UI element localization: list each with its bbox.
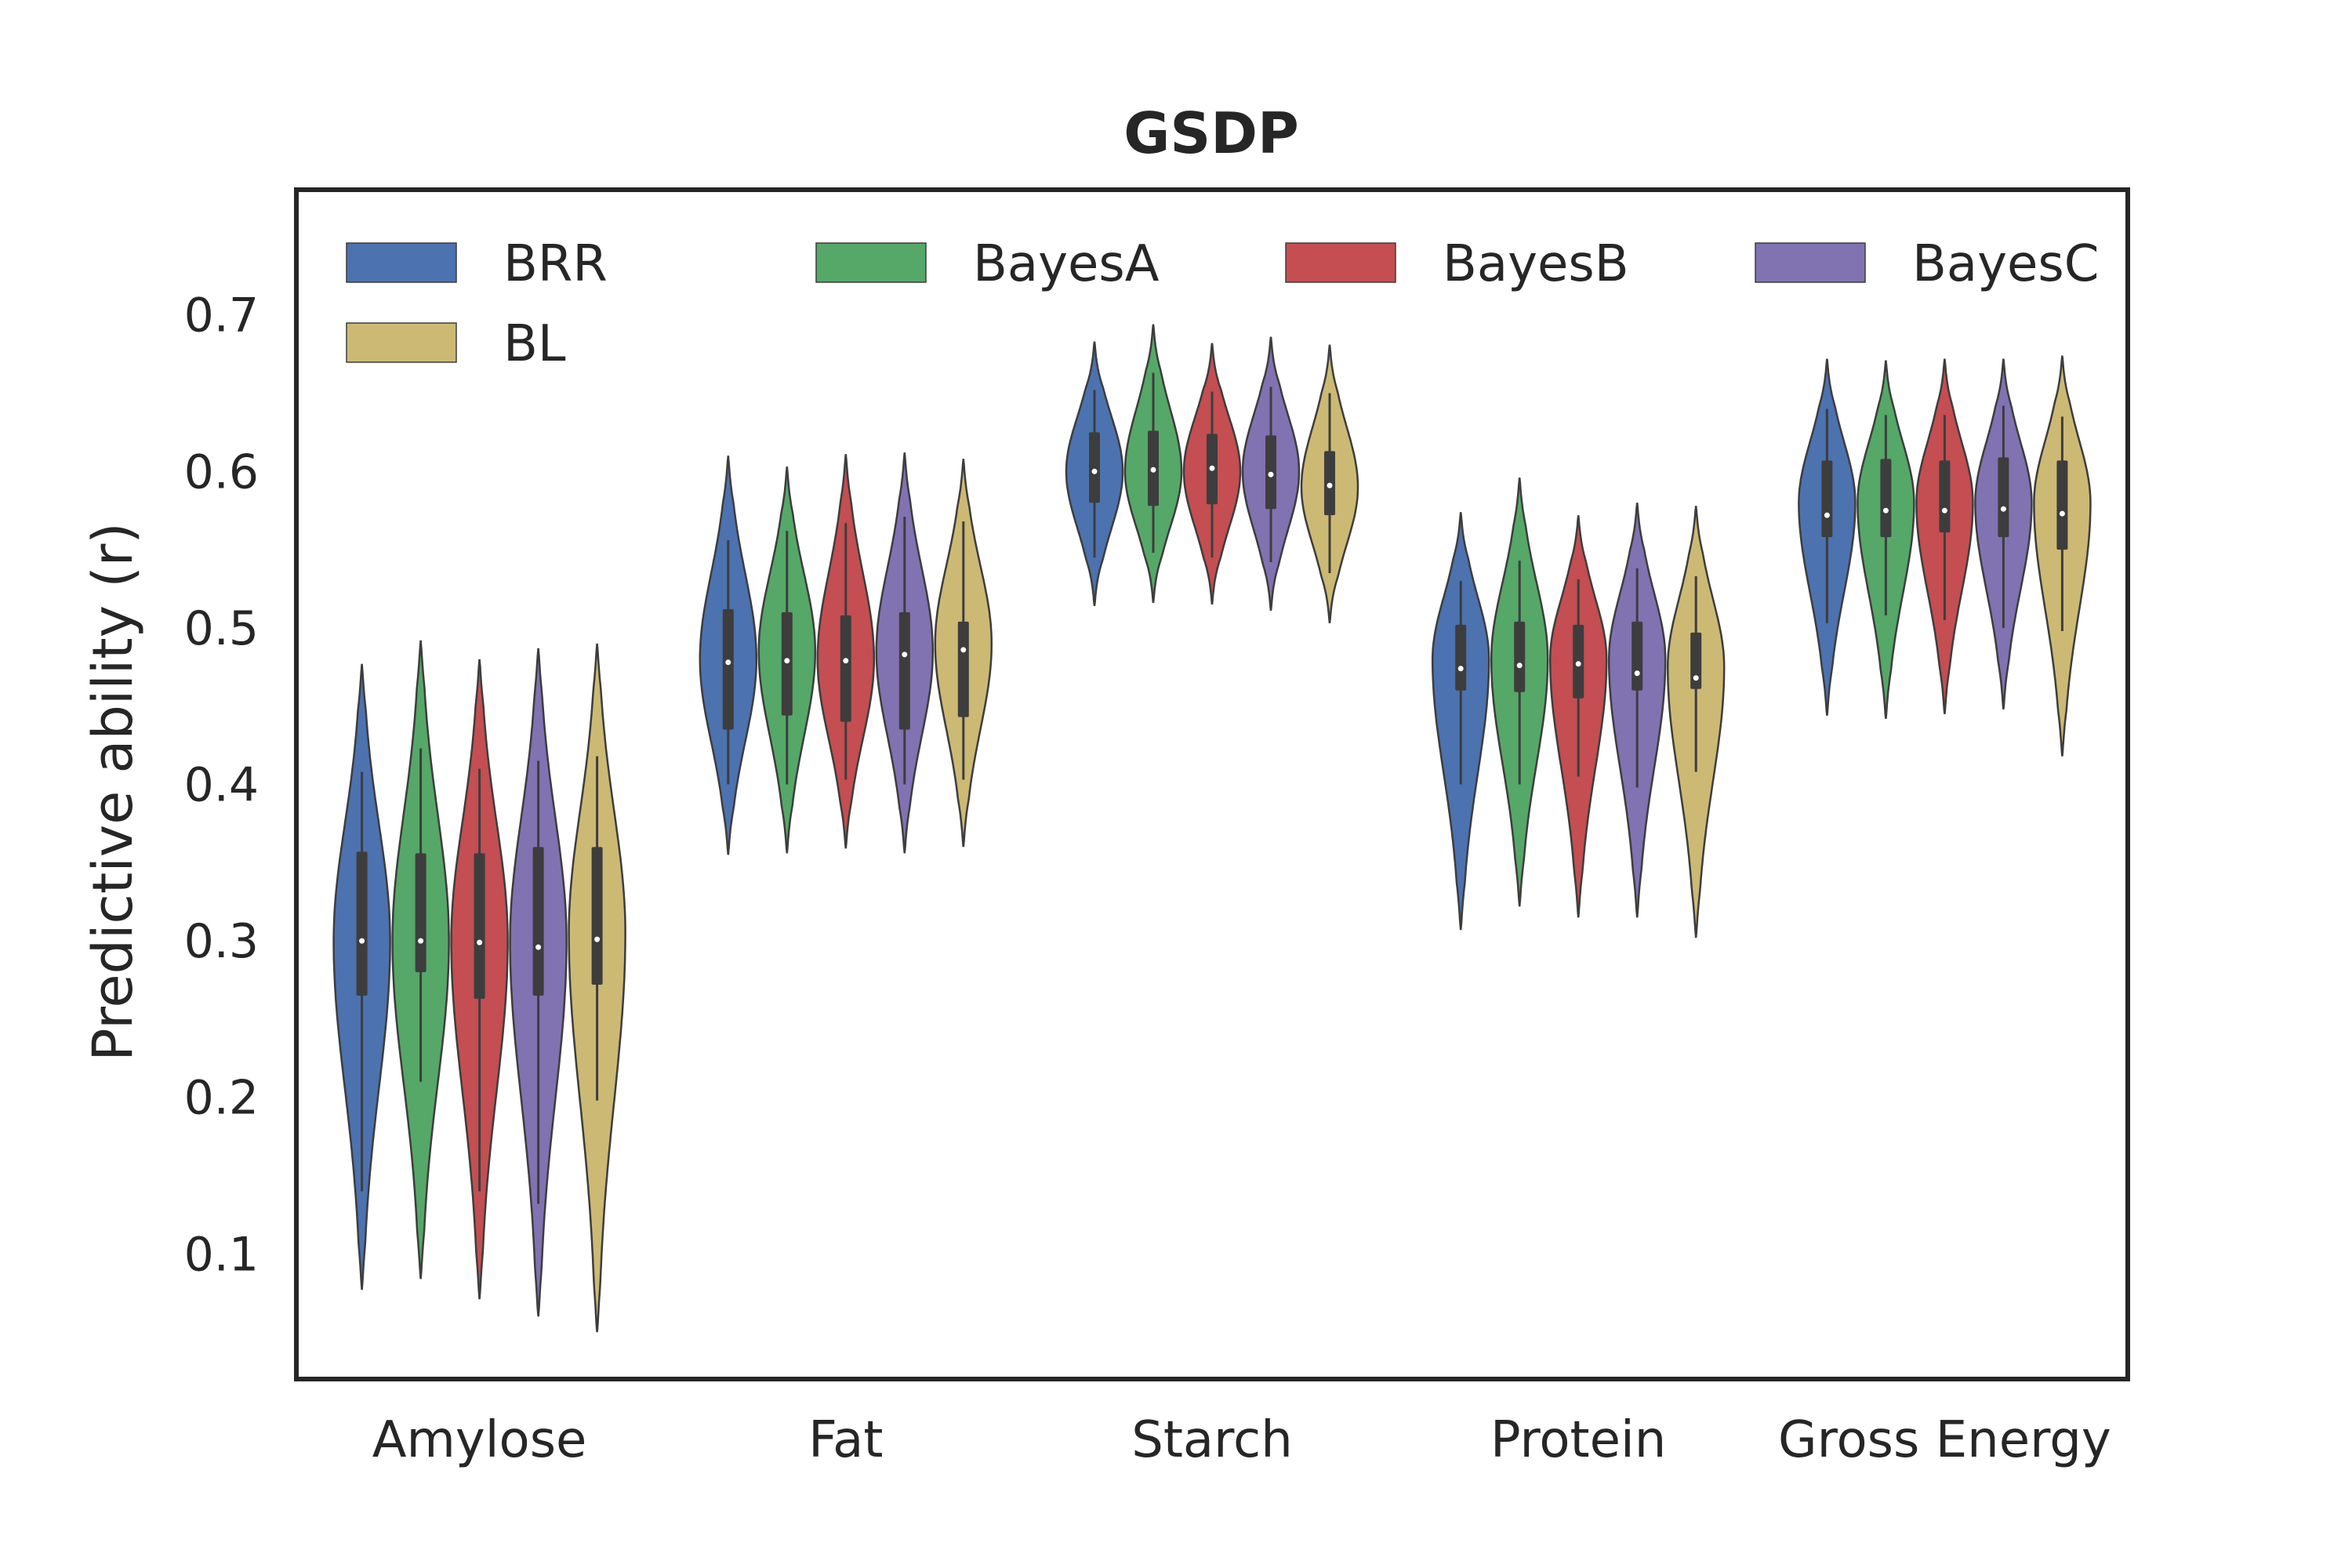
legend-label-bayesb: BayesB [1443,235,1629,293]
violin-iqr-box [898,612,910,730]
violin-iqr-box [840,615,851,722]
violin-iqr-box [1939,460,1951,533]
violin-median-dot [1209,465,1215,471]
y-tick-label: 0.3 [184,914,259,969]
x-tick-label: Fat [808,1411,883,1469]
y-tick-label: 0.5 [184,601,259,656]
violin-iqr-box [1632,621,1643,691]
violin-iqr-box [415,853,426,973]
violin-median-dot [359,938,365,944]
legend-label-bayesc: BayesC [1912,235,2099,293]
violin-median-dot [1882,507,1889,514]
legend-swatch-bl [346,322,457,363]
legend-swatch-bayesa [815,242,927,283]
y-tick-label: 0.6 [184,445,259,499]
plot-area [332,324,2092,1333]
legend: BRR BayesA BayesB BayesC BL [346,235,2099,373]
violin-iqr-box [591,847,603,985]
violin-iqr-box [1690,632,1702,689]
violin-median-dot [960,647,967,653]
violin-median-dot [1150,466,1156,473]
violin-iqr-box [957,621,969,717]
violin-median-dot [1457,666,1464,672]
violin-iqr-box [532,847,544,996]
legend-swatch-bayesb [1285,242,1396,283]
violin-iqr-box [1821,460,1833,538]
plot-frame [294,187,2130,1381]
violin-median-dot [1693,675,1699,681]
violin-median-dot [725,659,731,666]
legend-swatch-brr [346,242,457,283]
y-tick-label: 0.4 [184,758,259,813]
violin-median-dot [1091,468,1098,474]
violin-iqr-box [1998,457,2009,538]
legend-label-brr: BRR [503,235,608,293]
violin-median-dot [477,939,483,946]
violin-iqr-box [356,851,368,996]
y-axis: 0.1 0.2 0.3 0.4 0.5 0.6 0.7 [184,289,259,1283]
violin-iqr-box [1880,459,1892,538]
violin-median-dot [1268,471,1274,477]
x-tick-label: Protein [1490,1411,1666,1469]
legend-label-bl: BL [503,315,566,373]
violin-median-dot [594,936,601,942]
violin-median-dot [902,652,908,658]
legend-label-bayesa: BayesA [973,235,1160,293]
y-tick-label: 0.7 [184,289,259,343]
violin-iqr-box [474,853,485,999]
violin-median-dot [2059,510,2065,517]
violin-median-dot [784,658,790,664]
chart-title: GSDP [1123,100,1299,166]
violin-iqr-box [722,608,734,730]
y-axis-label: Predictive ability (r) [81,522,145,1062]
violin-median-dot [1941,507,1947,514]
violin-iqr-box [2056,460,2068,550]
violin-median-dot [1824,512,1830,518]
legend-swatch-bayesc [1755,242,1866,283]
violin-iqr-box [1514,621,1526,692]
violin-median-dot [418,938,424,944]
x-tick-label: Starch [1131,1411,1293,1469]
violin-median-dot [535,944,542,950]
violin-median-dot [1327,482,1333,488]
violin-iqr-box [1089,432,1100,503]
violin-median-dot [1516,662,1523,669]
violin-iqr-box [781,612,793,716]
x-tick-label: Gross Energy [1778,1411,2111,1469]
violin-median-dot [1634,670,1640,677]
violin-median-dot [843,658,849,664]
y-tick-label: 0.2 [184,1071,259,1126]
x-axis: Amylose Fat Starch Protein Gross Energy [372,1411,2111,1469]
x-tick-label: Amylose [372,1411,587,1469]
violin-median-dot [2000,506,2006,512]
violin-iqr-box [1455,624,1467,691]
violin-median-dot [1575,661,1581,667]
y-tick-label: 0.1 [184,1227,259,1282]
